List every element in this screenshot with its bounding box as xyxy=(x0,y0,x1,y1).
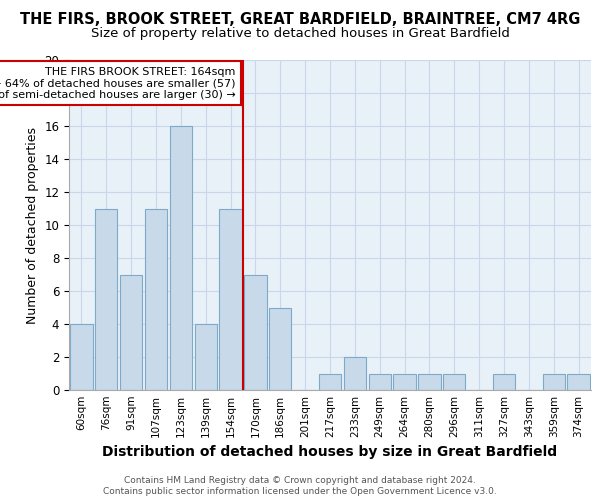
Bar xyxy=(368,374,391,390)
Bar xyxy=(244,274,266,390)
X-axis label: Distribution of detached houses by size in Great Bardfield: Distribution of detached houses by size … xyxy=(103,446,557,460)
Bar xyxy=(542,374,565,390)
Bar xyxy=(70,324,92,390)
Bar xyxy=(95,208,118,390)
Bar xyxy=(220,208,242,390)
Text: Size of property relative to detached houses in Great Bardfield: Size of property relative to detached ho… xyxy=(91,28,509,40)
Bar xyxy=(145,208,167,390)
Bar xyxy=(194,324,217,390)
Bar xyxy=(120,274,142,390)
Bar xyxy=(344,357,366,390)
Bar xyxy=(269,308,292,390)
Y-axis label: Number of detached properties: Number of detached properties xyxy=(26,126,39,324)
Text: THE FIRS, BROOK STREET, GREAT BARDFIELD, BRAINTREE, CM7 4RG: THE FIRS, BROOK STREET, GREAT BARDFIELD,… xyxy=(20,12,580,28)
Text: Contains public sector information licensed under the Open Government Licence v3: Contains public sector information licen… xyxy=(103,488,497,496)
Bar xyxy=(394,374,416,390)
Text: THE FIRS BROOK STREET: 164sqm
← 64% of detached houses are smaller (57)
34% of s: THE FIRS BROOK STREET: 164sqm ← 64% of d… xyxy=(0,66,236,100)
Bar xyxy=(170,126,192,390)
Bar xyxy=(319,374,341,390)
Text: Contains HM Land Registry data © Crown copyright and database right 2024.: Contains HM Land Registry data © Crown c… xyxy=(124,476,476,485)
Bar xyxy=(568,374,590,390)
Bar xyxy=(493,374,515,390)
Bar xyxy=(418,374,440,390)
Bar xyxy=(443,374,466,390)
